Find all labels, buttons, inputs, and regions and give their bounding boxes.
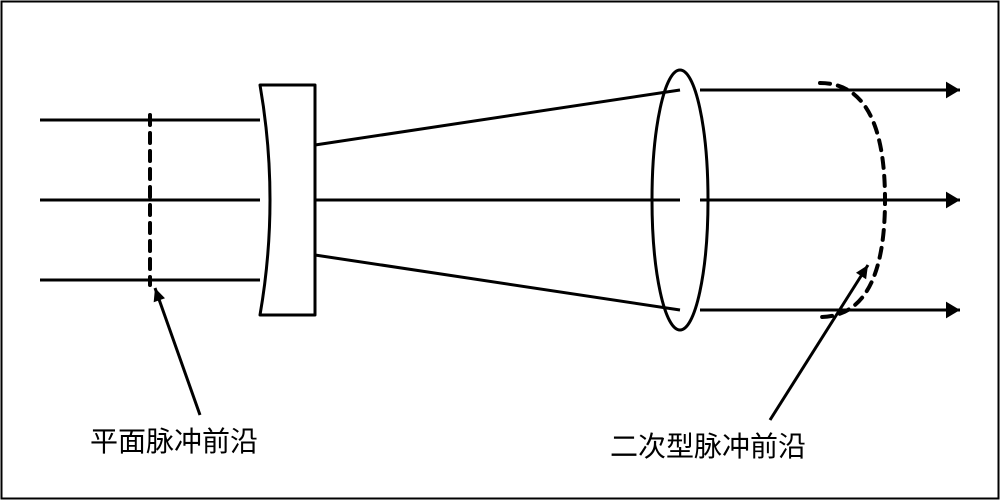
callout-line-flat (155, 288, 200, 415)
arrowhead-icon (154, 288, 165, 302)
concave-lens (260, 85, 315, 315)
diverging-ray (315, 90, 680, 145)
arrowhead-icon (946, 192, 960, 209)
diverging-ray (315, 255, 680, 310)
arrowhead-icon (946, 302, 960, 319)
callout-line-quad (770, 265, 868, 420)
label-quadratic-pulse-front: 二次型脉冲前沿 (610, 425, 806, 465)
label-flat-pulse-front: 平面脉冲前沿 (90, 420, 258, 460)
diagram-stage: 平面脉冲前沿 二次型脉冲前沿 (0, 0, 1000, 500)
arrowhead-icon (946, 82, 960, 99)
